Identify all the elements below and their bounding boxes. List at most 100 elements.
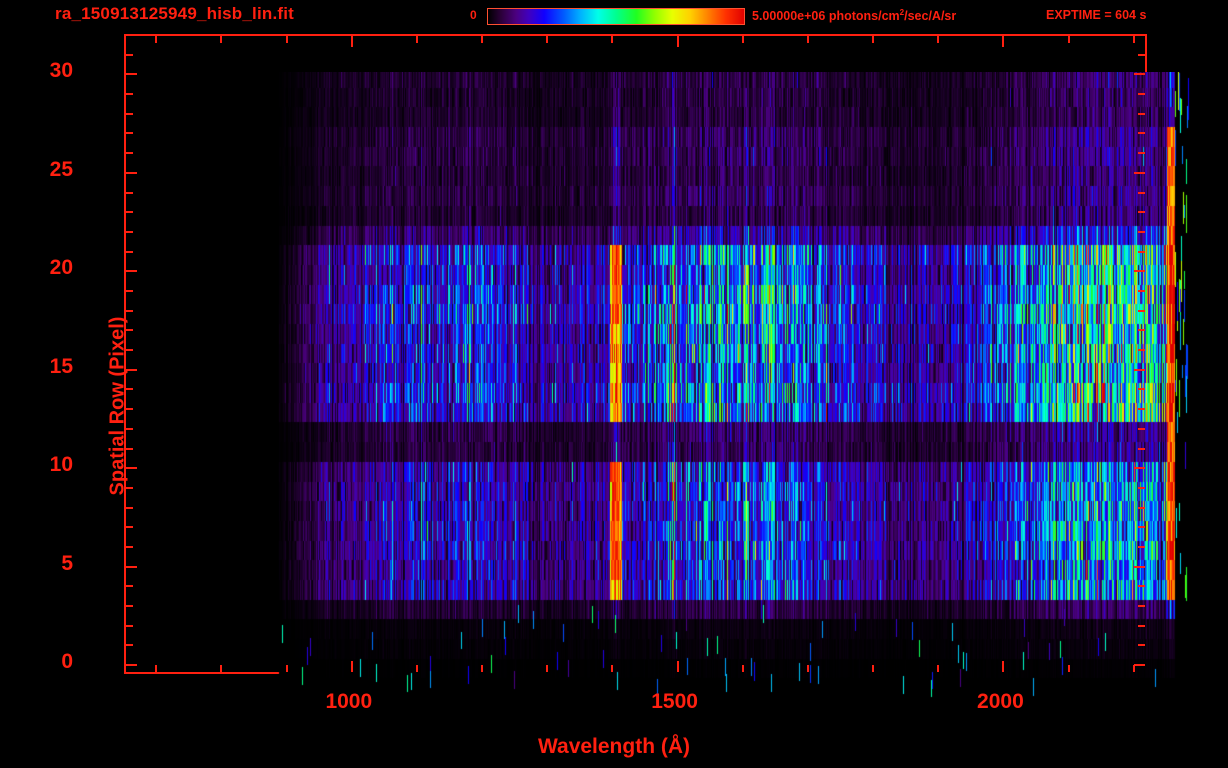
y-tick-minor	[126, 112, 133, 115]
x-tick-minor	[220, 665, 223, 672]
x-tick-label: 1000	[325, 690, 373, 713]
page-title: ra_150913125949_hisb_lin.fit	[55, 4, 295, 23]
y-tick-label: 10	[49, 453, 73, 477]
y-tick-minor	[126, 349, 133, 352]
y-tick-minor-right	[1138, 388, 1145, 391]
y-tick-minor-right	[1138, 93, 1145, 96]
y-tick-label: 25	[49, 157, 73, 181]
y-tick-minor	[126, 624, 133, 627]
y-tick-minor	[126, 408, 133, 411]
y-tick-minor	[126, 290, 133, 293]
x-tick-minor-top	[155, 36, 158, 43]
colorbar-min-label: 0	[470, 8, 477, 22]
y-tick-minor-right	[1138, 506, 1145, 509]
x-tick-minor	[546, 665, 549, 672]
y-tick-minor-right	[1138, 309, 1145, 312]
y-tick-major	[126, 467, 137, 470]
y-tick-minor-right	[1138, 447, 1145, 450]
y-tick-minor	[126, 230, 133, 233]
x-tick-minor	[741, 665, 744, 672]
x-tick-minor-top	[1067, 36, 1070, 43]
y-tick-minor-right	[1138, 427, 1145, 430]
x-tick-minor-top	[1132, 36, 1135, 43]
y-tick-minor	[126, 585, 133, 588]
y-tick-minor	[126, 250, 133, 253]
x-tick-minor-top	[937, 36, 940, 43]
colorbar-max-units-tail: /sec/A/sr	[904, 9, 957, 24]
y-tick-minor-right	[1138, 211, 1145, 214]
y-tick-minor	[126, 644, 133, 647]
spectrogram-image	[252, 72, 1228, 708]
x-tick-label: 1500	[651, 690, 698, 713]
colorbar-max-value: 5.00000e+06 photons/cm	[752, 9, 900, 24]
x-tick-minor-top	[285, 36, 288, 43]
colorbar-max-label: 5.00000e+06 photons/cm2/sec/A/sr	[752, 8, 956, 23]
exptime-label: EXPTIME = 604 s	[1046, 8, 1147, 22]
x-tick-minor-top	[806, 36, 809, 43]
y-tick-minor-right	[1138, 546, 1145, 549]
y-tick-label: 30	[49, 59, 73, 83]
y-tick-minor	[126, 329, 133, 332]
x-tick-minor	[806, 665, 809, 672]
colorbar-gradient	[488, 9, 744, 24]
y-tick-minor	[126, 191, 133, 194]
y-tick-major-right	[1134, 467, 1145, 470]
y-tick-minor-right	[1138, 329, 1145, 332]
x-tick-minor-top	[481, 36, 484, 43]
x-tick-minor	[611, 665, 614, 672]
x-tick-minor-top	[872, 36, 875, 43]
y-tick-minor-right	[1138, 53, 1145, 56]
x-tick-major-top	[676, 36, 679, 47]
y-tick-minor	[126, 546, 133, 549]
x-tick-major	[1002, 661, 1005, 672]
y-tick-major	[126, 73, 137, 76]
y-tick-minor-right	[1138, 230, 1145, 233]
x-tick-minor-top	[415, 36, 418, 43]
x-tick-minor	[1067, 665, 1070, 672]
y-tick-label: 20	[49, 256, 73, 280]
x-tick-minor	[155, 665, 158, 672]
y-tick-minor	[126, 309, 133, 312]
y-tick-major	[126, 664, 137, 667]
y-tick-major-right	[1134, 368, 1145, 371]
y-tick-minor-right	[1138, 152, 1145, 155]
y-tick-minor	[126, 447, 133, 450]
x-axis-title: Wavelength (Å)	[537, 735, 691, 758]
y-tick-major-right	[1134, 664, 1145, 667]
y-tick-minor	[126, 211, 133, 214]
y-tick-minor-right	[1138, 624, 1145, 627]
x-tick-minor	[1132, 665, 1135, 672]
y-tick-major	[126, 171, 137, 174]
y-tick-minor	[126, 506, 133, 509]
x-tick-minor	[481, 665, 484, 672]
y-tick-minor-right	[1138, 290, 1145, 293]
y-tick-minor	[126, 605, 133, 608]
x-tick-minor	[937, 665, 940, 672]
y-tick-minor-right	[1138, 486, 1145, 489]
plot-frame: Spatial Row (Pixel)	[107, 34, 1228, 708]
y-tick-minor-right	[1138, 605, 1145, 608]
y-tick-minor-right	[1138, 349, 1145, 352]
y-tick-minor	[126, 53, 133, 56]
x-tick-minor	[872, 665, 875, 672]
y-tick-major	[126, 368, 137, 371]
y-tick-minor-right	[1138, 132, 1145, 135]
y-tick-minor-right	[1138, 526, 1145, 529]
y-tick-major-right	[1134, 565, 1145, 568]
y-tick-minor-right	[1138, 408, 1145, 411]
y-tick-minor-right	[1138, 250, 1145, 253]
y-tick-major	[126, 270, 137, 273]
y-tick-label: 0	[61, 650, 73, 674]
y-tick-minor-right	[1138, 112, 1145, 115]
y-tick-major-right	[1134, 171, 1145, 174]
x-tick-minor-top	[741, 36, 744, 43]
y-tick-minor	[126, 526, 133, 529]
y-tick-major	[126, 565, 137, 568]
y-tick-minor	[126, 152, 133, 155]
y-tick-minor	[126, 93, 133, 96]
colorbar-max-exponent: 2	[899, 8, 905, 17]
y-tick-label: 15	[49, 354, 73, 378]
x-tick-major	[350, 661, 353, 672]
x-tick-major-top	[350, 36, 353, 47]
